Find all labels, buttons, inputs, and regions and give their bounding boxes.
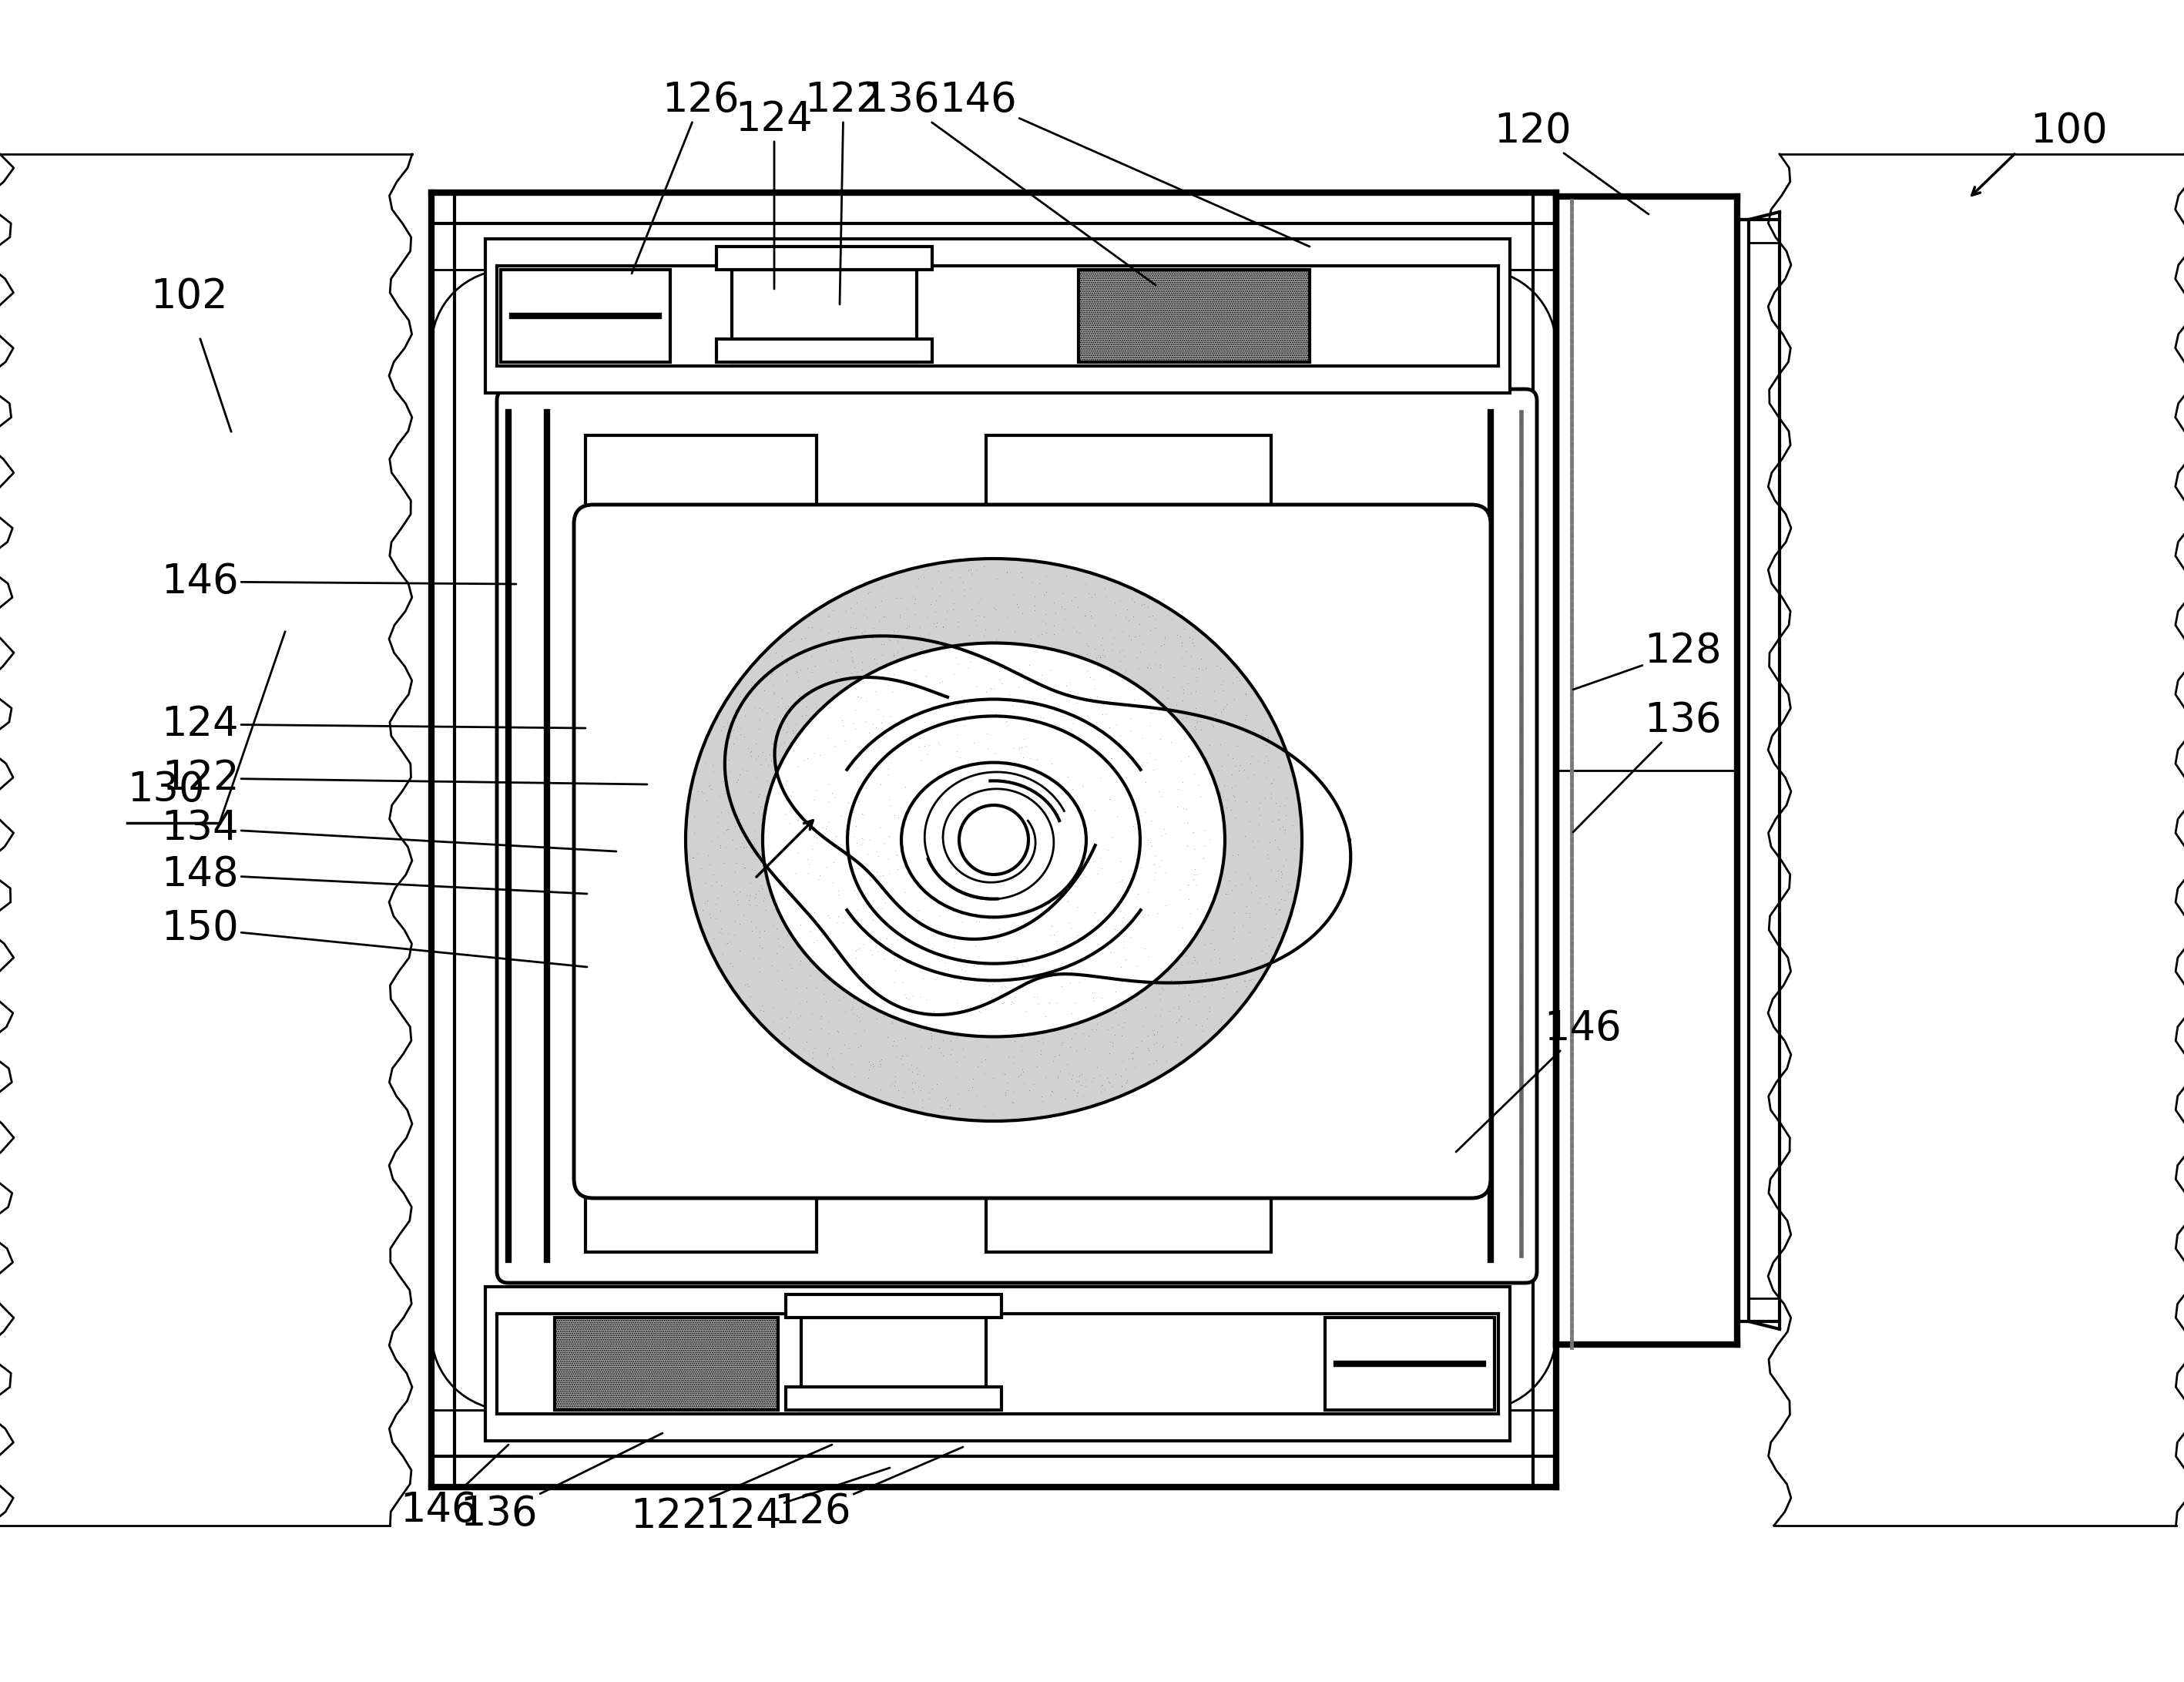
Bar	[786, 1295, 1002, 1317]
Text: 136: 136	[1572, 700, 1721, 833]
Text: 126: 126	[631, 81, 740, 274]
Bar	[985, 436, 1271, 535]
Text: 146: 146	[939, 81, 1310, 247]
Ellipse shape	[902, 762, 1085, 917]
Bar	[716, 247, 933, 269]
Text: 136: 136	[863, 81, 1155, 284]
Text: 134: 134	[162, 809, 616, 851]
Text: 128: 128	[1572, 631, 1721, 690]
Bar	[716, 340, 933, 362]
Text: 102: 102	[151, 276, 227, 316]
Text: 120: 120	[1494, 111, 1649, 214]
Bar	[432, 193, 1557, 1487]
Text: 124: 124	[162, 705, 585, 745]
Bar	[1079, 269, 1310, 362]
Bar	[732, 269, 917, 362]
Text: 146: 146	[1457, 1009, 1623, 1152]
Bar	[485, 1287, 1509, 1441]
Text: 124: 124	[736, 99, 812, 289]
Bar	[786, 1388, 1002, 1410]
Text: 122: 122	[629, 1445, 832, 1536]
Text: 150: 150	[162, 908, 587, 967]
Text: 100: 100	[2029, 111, 2108, 151]
Ellipse shape	[762, 643, 1225, 1036]
Text: 126: 126	[773, 1447, 963, 1532]
Text: 136: 136	[461, 1433, 662, 1534]
Bar	[802, 1317, 985, 1410]
Bar	[985, 1149, 1271, 1251]
Circle shape	[959, 806, 1029, 875]
Bar	[1326, 1317, 1494, 1410]
Bar	[555, 1317, 778, 1410]
FancyBboxPatch shape	[498, 389, 1538, 1283]
Text: 146: 146	[162, 562, 515, 602]
Bar	[585, 1149, 817, 1251]
FancyBboxPatch shape	[574, 505, 1492, 1198]
Text: 122: 122	[162, 759, 646, 799]
Text: 124: 124	[705, 1468, 889, 1536]
Text: 130: 130	[127, 770, 205, 809]
Text: 122: 122	[806, 81, 882, 304]
Polygon shape	[686, 558, 1302, 1122]
Bar	[485, 239, 1509, 394]
Bar	[500, 269, 670, 362]
Text: 146: 146	[400, 1445, 509, 1531]
Bar	[585, 436, 817, 535]
Text: 148: 148	[162, 854, 587, 895]
